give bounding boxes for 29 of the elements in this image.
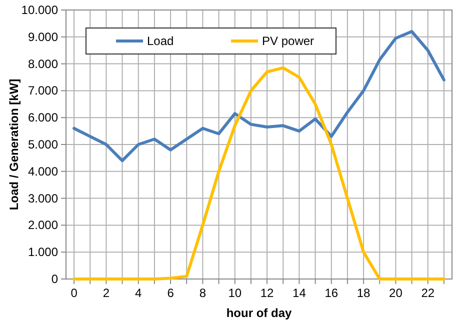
line-series [72, 66, 446, 280]
y-tick-label: 9.000 [28, 30, 58, 44]
y-tick-label: 3.000 [28, 191, 58, 206]
y-axis-title: Load / Generation [kW] [7, 78, 21, 210]
x-tick-label: 6 [167, 286, 174, 300]
line-series [72, 30, 446, 162]
x-tick-label: 2 [102, 286, 110, 300]
x-tick-label: 12 [260, 286, 274, 300]
y-tick-label: 1.000 [28, 245, 58, 260]
x-tick-label: 18 [356, 286, 371, 300]
y-tick-label: 7.000 [28, 84, 58, 98]
legend-label: PV power [262, 34, 314, 48]
y-tick-label: 5.000 [28, 138, 58, 152]
x-tick-label: 10 [228, 286, 242, 300]
x-tick-label: 20 [389, 286, 403, 300]
x-tick-label: 0 [70, 286, 78, 300]
y-tick-label: 8.000 [28, 56, 58, 71]
y-tick-label: 4.000 [28, 164, 58, 178]
x-tick-label: 8 [199, 286, 206, 300]
x-tick-label: 16 [324, 286, 338, 300]
y-tick-label: 6.000 [28, 110, 58, 125]
x-axis-title: hour of day [226, 306, 292, 320]
y-tick-label: 10.000 [21, 3, 58, 17]
x-tick-label: 14 [292, 286, 306, 300]
legend-label: Load [147, 34, 174, 48]
x-tick-label: 22 [421, 286, 435, 300]
x-tick-label: 4 [135, 286, 142, 300]
y-tick-label: 0 [51, 272, 58, 286]
y-tick-label: 2.000 [28, 218, 58, 232]
